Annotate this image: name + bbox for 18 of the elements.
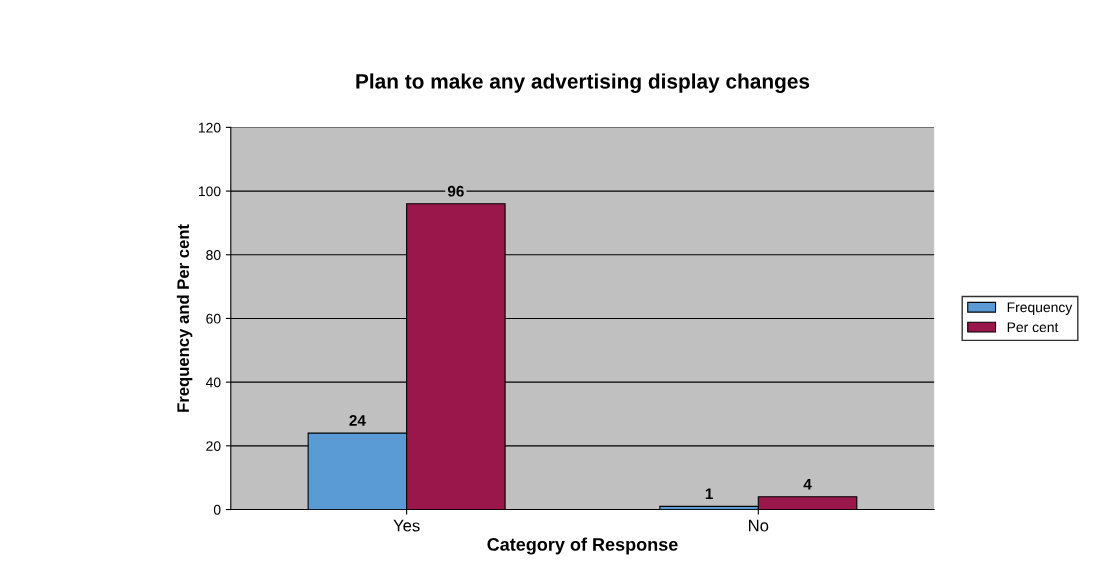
y-tick-label: 120	[198, 122, 221, 133]
x-tick-label: No	[749, 519, 769, 532]
data-label: 96	[447, 185, 464, 197]
y-tick-label: 80	[206, 250, 221, 260]
y-axis-title: Frequency and Per cent	[176, 224, 193, 412]
y-tick-label: 0	[213, 504, 221, 515]
legend-label: Frequency	[1007, 302, 1073, 315]
y-tick-label: 100	[198, 186, 221, 197]
chart-title: Plan to make any advertising display changes	[356, 73, 810, 93]
data-label: 24	[349, 415, 366, 426]
data-label: 4	[803, 478, 812, 490]
y-tick-label: 60	[206, 313, 221, 324]
y-tick-label: 20	[206, 441, 221, 451]
y-tick-label: 40	[205, 377, 221, 388]
legend-label: Per cent	[1007, 322, 1059, 333]
x-tick-label: Yes	[393, 519, 420, 532]
x-axis-title: Category of Response	[487, 537, 678, 555]
data-label: 1	[705, 488, 713, 499]
